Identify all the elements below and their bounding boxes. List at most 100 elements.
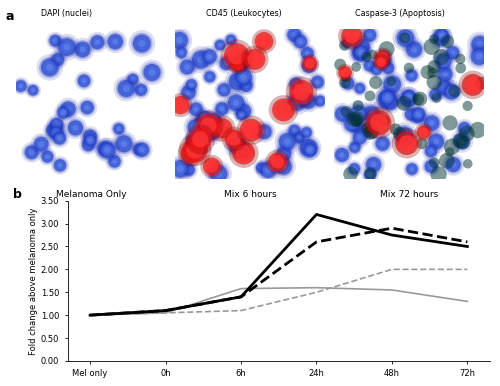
Circle shape (75, 42, 90, 58)
Circle shape (386, 66, 390, 70)
Circle shape (111, 131, 137, 157)
Circle shape (305, 144, 312, 151)
Circle shape (176, 165, 184, 172)
Circle shape (292, 80, 300, 89)
TIL 14 IF (162, 310, 168, 315)
Circle shape (286, 76, 317, 108)
Circle shape (174, 46, 188, 59)
Circle shape (104, 30, 127, 53)
Circle shape (354, 82, 366, 95)
Circle shape (448, 85, 460, 98)
Circle shape (456, 63, 466, 73)
Circle shape (340, 106, 352, 118)
Circle shape (48, 126, 56, 134)
TIL 131 FC (314, 240, 320, 244)
Circle shape (87, 32, 108, 52)
Circle shape (362, 153, 385, 176)
Circle shape (288, 93, 306, 111)
Circle shape (49, 126, 64, 140)
Circle shape (436, 53, 452, 69)
Circle shape (46, 32, 64, 49)
Circle shape (364, 124, 380, 139)
Circle shape (56, 105, 70, 120)
Circle shape (290, 96, 302, 108)
Circle shape (301, 127, 312, 138)
Circle shape (431, 90, 440, 99)
Circle shape (338, 22, 365, 50)
Circle shape (45, 154, 50, 159)
Circle shape (100, 144, 110, 154)
Circle shape (234, 61, 243, 70)
Circle shape (298, 39, 303, 44)
Circle shape (184, 88, 194, 98)
Circle shape (404, 161, 420, 178)
Circle shape (131, 33, 152, 54)
Circle shape (281, 151, 287, 157)
Circle shape (404, 107, 418, 122)
Circle shape (238, 55, 248, 66)
Circle shape (218, 55, 234, 71)
Circle shape (106, 32, 124, 51)
Circle shape (398, 89, 418, 109)
Circle shape (170, 158, 191, 179)
Circle shape (26, 84, 40, 96)
Circle shape (274, 129, 300, 154)
Circle shape (229, 56, 247, 74)
Circle shape (186, 117, 206, 137)
Circle shape (455, 119, 474, 138)
Circle shape (88, 137, 92, 143)
Circle shape (300, 93, 318, 110)
Circle shape (98, 140, 117, 160)
Circle shape (194, 114, 210, 129)
Circle shape (340, 113, 362, 135)
Circle shape (193, 110, 224, 141)
Circle shape (136, 147, 141, 152)
Circle shape (244, 49, 266, 70)
Circle shape (203, 112, 224, 132)
Circle shape (234, 51, 252, 69)
Circle shape (339, 34, 355, 51)
Circle shape (209, 115, 236, 142)
Circle shape (48, 34, 62, 48)
Circle shape (361, 52, 372, 62)
Circle shape (248, 52, 262, 67)
Circle shape (139, 147, 145, 152)
Circle shape (296, 134, 303, 142)
Circle shape (30, 133, 52, 155)
Circle shape (205, 126, 217, 138)
Circle shape (374, 86, 400, 113)
Circle shape (254, 121, 276, 143)
Circle shape (402, 66, 420, 85)
Circle shape (126, 73, 140, 86)
Circle shape (139, 59, 165, 85)
Circle shape (190, 103, 203, 116)
Circle shape (59, 100, 78, 118)
Circle shape (455, 54, 466, 64)
Circle shape (352, 45, 368, 61)
Circle shape (214, 80, 234, 100)
Circle shape (258, 160, 278, 180)
Circle shape (212, 37, 228, 53)
Circle shape (188, 128, 212, 151)
Circle shape (116, 127, 121, 131)
Circle shape (198, 111, 210, 123)
Circle shape (412, 107, 426, 121)
Circle shape (355, 111, 362, 118)
Circle shape (442, 115, 458, 130)
Circle shape (64, 44, 70, 51)
Circle shape (352, 100, 364, 111)
Circle shape (82, 103, 92, 112)
Circle shape (400, 32, 411, 44)
Circle shape (188, 119, 204, 136)
Circle shape (229, 38, 233, 42)
Circle shape (386, 77, 396, 86)
Y-axis label: Fold change above melanoma only: Fold change above melanoma only (29, 207, 38, 355)
Circle shape (402, 105, 420, 124)
Circle shape (378, 41, 394, 57)
Circle shape (110, 157, 119, 166)
Circle shape (428, 120, 435, 126)
Circle shape (241, 108, 246, 114)
Circle shape (340, 36, 354, 49)
Circle shape (146, 66, 158, 78)
Circle shape (184, 115, 209, 140)
